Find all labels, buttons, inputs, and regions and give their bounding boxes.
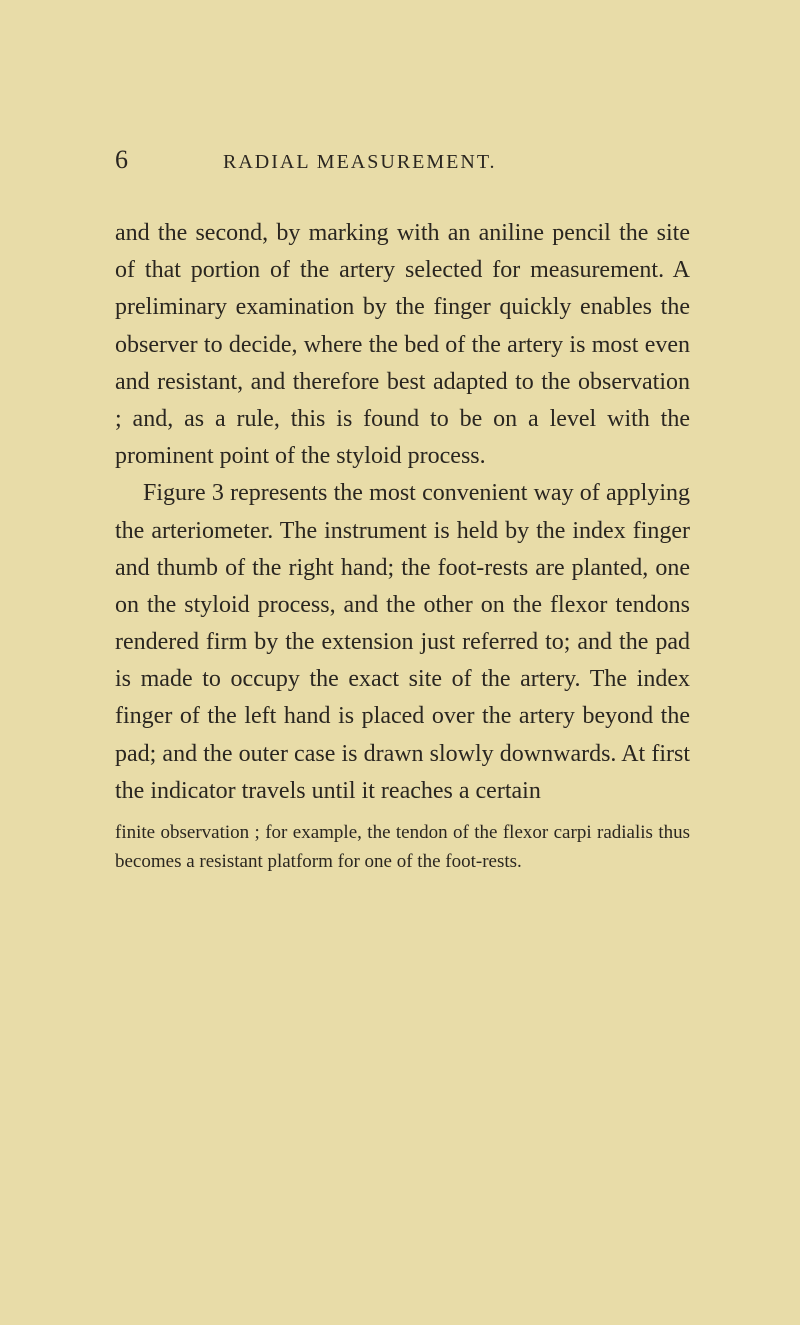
- paragraph-2: Figure 3 represents the most convenient …: [115, 475, 690, 810]
- document-page: 6 RADIAL MEASUREMENT. and the second, by…: [0, 0, 800, 977]
- chapter-title: RADIAL MEASUREMENT.: [223, 151, 497, 174]
- body-text: and the second, by marking with an anili…: [115, 215, 690, 810]
- page-number: 6: [115, 145, 128, 175]
- page-header: 6 RADIAL MEASUREMENT.: [115, 145, 690, 175]
- paragraph-1: and the second, by marking with an anili…: [115, 215, 690, 475]
- footnote: finite observation ; for example, the te…: [115, 818, 690, 877]
